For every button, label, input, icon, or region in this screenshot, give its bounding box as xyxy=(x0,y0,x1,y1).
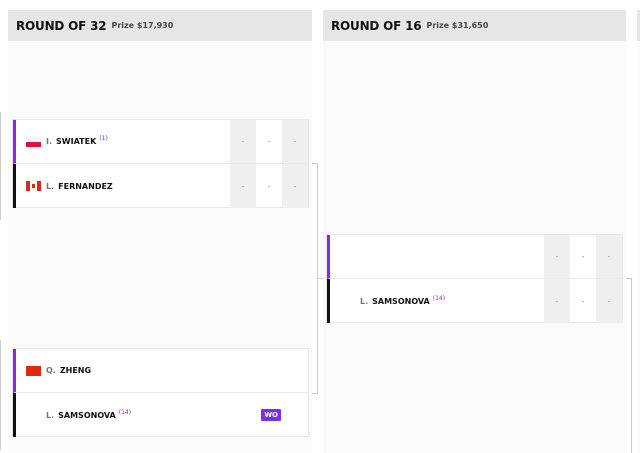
player-seed: (14) xyxy=(432,294,446,302)
set-score: - xyxy=(230,120,256,163)
match-card[interactable]: I. SWIATEK (1) - - - L. FERNANDEZ - - - xyxy=(12,119,309,208)
player-row[interactable]: L. SAMSONOVA (14) WO xyxy=(13,393,308,437)
round-prize: Prize $31,650 xyxy=(426,21,489,30)
bracket-connector xyxy=(309,393,318,394)
player-row[interactable]: L. FERNANDEZ - - - xyxy=(13,164,308,208)
bracket-connector xyxy=(309,163,318,164)
player-seed: (14) xyxy=(118,408,132,416)
player-initial: I. xyxy=(46,137,53,146)
set-score: - xyxy=(282,164,308,208)
player-row[interactable]: L. SAMSONOVA (14) - - - xyxy=(327,279,622,323)
set-score: - xyxy=(596,279,622,323)
canada-flag-icon xyxy=(26,181,41,191)
player-name: SAMSONOVA xyxy=(58,410,116,420)
next-round-column xyxy=(637,10,640,453)
set-score: - xyxy=(267,181,271,191)
set-score: - xyxy=(267,137,271,146)
player-initial: Q. xyxy=(46,366,56,375)
player-name: FERNANDEZ xyxy=(58,181,113,191)
bracket-connector xyxy=(0,340,1,450)
round-header: ROUND OF 32 Prize $17,930 xyxy=(8,10,312,41)
set-score: - xyxy=(544,235,570,278)
player-initial: L. xyxy=(46,410,55,420)
player-row[interactable]: Q. ZHENG xyxy=(13,349,308,393)
score-cells: - - - xyxy=(230,164,308,208)
round-of-16-column: ROUND OF 16 Prize $31,650 xyxy=(323,10,626,453)
player-name: SAMSONOVA xyxy=(372,296,430,306)
set-score: - xyxy=(581,252,585,261)
china-flag-icon xyxy=(26,365,41,376)
match-card[interactable]: - - - L. SAMSONOVA (14) - - - xyxy=(326,234,623,323)
player-initial: L. xyxy=(46,181,55,191)
bracket-connector xyxy=(0,112,1,220)
player-name: ZHENG xyxy=(59,366,92,375)
player-name: SWIATEK xyxy=(56,137,97,146)
set-score: - xyxy=(581,296,585,306)
score-cells: - - - xyxy=(544,235,622,278)
player-initial: L. xyxy=(360,296,369,306)
poland-flag-icon xyxy=(26,136,41,147)
round-header xyxy=(637,10,640,41)
bracket-connector xyxy=(631,278,632,453)
score-cells: - - - xyxy=(230,120,308,163)
bracket-connector xyxy=(623,278,632,279)
player-row[interactable]: - - - xyxy=(327,235,622,279)
round-title: ROUND OF 32 xyxy=(16,18,107,33)
score-cells: - - - xyxy=(544,279,622,323)
round-header: ROUND OF 16 Prize $31,650 xyxy=(323,10,626,41)
set-score: - xyxy=(596,235,622,278)
bracket-connector xyxy=(317,163,318,393)
player-row[interactable]: I. SWIATEK (1) - - - xyxy=(13,120,308,164)
bracket-connector xyxy=(318,278,326,279)
round-prize: Prize $17,930 xyxy=(111,21,174,30)
set-score: - xyxy=(230,164,256,208)
match-card[interactable]: Q. ZHENG L. SAMSONOVA (14) WO xyxy=(12,348,309,437)
round-title: ROUND OF 16 xyxy=(331,18,422,33)
walkover-badge: WO xyxy=(261,409,281,421)
set-score: - xyxy=(282,120,308,163)
set-score: - xyxy=(544,279,570,323)
player-seed: (1) xyxy=(99,135,108,142)
